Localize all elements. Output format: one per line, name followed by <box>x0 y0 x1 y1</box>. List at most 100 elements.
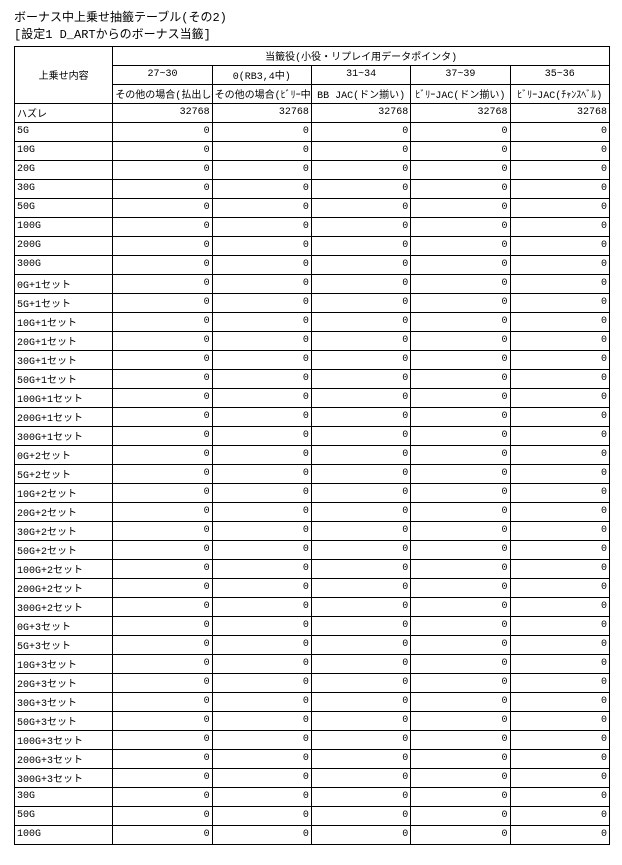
cell-value: 0 <box>510 616 609 635</box>
cell-value: 0 <box>113 597 212 616</box>
table-row: 30G+2セット00000 <box>15 521 610 540</box>
cell-value: 0 <box>212 483 311 502</box>
cell-value: 0 <box>311 825 410 844</box>
table-row: 200G+3セット00000 <box>15 749 610 768</box>
cell-value: 0 <box>510 179 609 198</box>
row-label: 30G+2セット <box>15 521 113 540</box>
cell-value: 0 <box>411 578 510 597</box>
row-label: 20G+1セット <box>15 331 113 350</box>
row-label: 20G+2セット <box>15 502 113 521</box>
page: ボーナス中上乗せ抽籤テーブル(その2) [設定1 D_ARTからのボーナス当籤]… <box>0 0 622 865</box>
cell-value: 0 <box>510 483 609 502</box>
cell-value: 0 <box>113 236 212 255</box>
cell-value: 0 <box>510 806 609 825</box>
cell-value: 0 <box>411 217 510 236</box>
row-header-label: 上乗せ内容 <box>15 46 113 103</box>
cell-value: 0 <box>510 122 609 141</box>
row-label: 200G <box>15 236 113 255</box>
cell-value: 0 <box>212 445 311 464</box>
table-row: 0G+3セット00000 <box>15 616 610 635</box>
col-group: 27~30 <box>113 65 212 84</box>
cell-value: 0 <box>212 711 311 730</box>
cell-value: 0 <box>311 236 410 255</box>
table-row: 300G+1セット00000 <box>15 426 610 445</box>
cell-value: 0 <box>113 274 212 293</box>
row-label: 20G+3セット <box>15 673 113 692</box>
row-label: 0G+1セット <box>15 274 113 293</box>
cell-value: 0 <box>311 122 410 141</box>
table-row: 30G+1セット00000 <box>15 350 610 369</box>
cell-value: 0 <box>411 540 510 559</box>
cell-value: 0 <box>311 540 410 559</box>
table-row: 100G00000 <box>15 217 610 236</box>
cell-value: 0 <box>311 597 410 616</box>
cell-value: 0 <box>113 407 212 426</box>
cell-value: 0 <box>510 312 609 331</box>
row-label: 5G+3セット <box>15 635 113 654</box>
cell-value: 0 <box>411 502 510 521</box>
cell-value: 0 <box>411 293 510 312</box>
cell-value: 0 <box>411 768 510 787</box>
col-group: 31~34 <box>311 65 410 84</box>
cell-value: 0 <box>113 521 212 540</box>
cell-value: 0 <box>113 578 212 597</box>
row-label: 0G+2セット <box>15 445 113 464</box>
page-subtitle: [設定1 D_ARTからのボーナス当籤] <box>14 27 610 44</box>
cell-value: 0 <box>113 388 212 407</box>
table-row: 10G+2セット00000 <box>15 483 610 502</box>
cell-value: 0 <box>311 274 410 293</box>
cell-value: 0 <box>510 654 609 673</box>
cell-value: 0 <box>510 825 609 844</box>
cell-value: 0 <box>411 521 510 540</box>
cell-value: 0 <box>311 179 410 198</box>
table-row: 5G+2セット00000 <box>15 464 610 483</box>
col-group: 0(RB3,4中) <box>212 65 311 84</box>
cell-value: 0 <box>113 217 212 236</box>
table-row: 50G+2セット00000 <box>15 540 610 559</box>
table-row: 20G+1セット00000 <box>15 331 610 350</box>
cell-value: 0 <box>411 806 510 825</box>
cell-value: 0 <box>113 198 212 217</box>
table-row: 10G+3セット00000 <box>15 654 610 673</box>
cell-value: 0 <box>411 369 510 388</box>
cell-value: 0 <box>113 540 212 559</box>
cell-value: 0 <box>311 445 410 464</box>
cell-value: 0 <box>411 407 510 426</box>
cell-value: 0 <box>113 464 212 483</box>
table-row: 30G00000 <box>15 787 610 806</box>
cell-value: 0 <box>311 787 410 806</box>
cell-value: 0 <box>113 141 212 160</box>
table-row: 300G00000 <box>15 255 610 274</box>
table-row: 50G+1セット00000 <box>15 369 610 388</box>
table-row: 100G+2セット00000 <box>15 559 610 578</box>
table-head: 上乗せ内容 当籤役(小役・リプレイ用データポインタ) 27~30 0(RB3,4… <box>15 46 610 103</box>
cell-value: 0 <box>411 559 510 578</box>
cell-value: 0 <box>411 635 510 654</box>
cell-value: 0 <box>113 122 212 141</box>
cell-value: 0 <box>311 464 410 483</box>
cell-value: 0 <box>113 483 212 502</box>
cell-value: 0 <box>510 730 609 749</box>
table-row: 0G+2セット00000 <box>15 445 610 464</box>
table-row: 50G00000 <box>15 806 610 825</box>
row-label: 100G+1セット <box>15 388 113 407</box>
cell-value: 0 <box>510 198 609 217</box>
cell-value: 0 <box>510 426 609 445</box>
cell-value: 0 <box>113 255 212 274</box>
row-label: 10G+2セット <box>15 483 113 502</box>
cell-value: 0 <box>411 787 510 806</box>
cell-value: 0 <box>510 331 609 350</box>
cell-value: 0 <box>113 350 212 369</box>
cell-value: 0 <box>212 350 311 369</box>
cell-value: 0 <box>113 312 212 331</box>
table-row: 200G00000 <box>15 236 610 255</box>
cell-value: 0 <box>510 350 609 369</box>
table-row: 100G00000 <box>15 825 610 844</box>
cell-value: 0 <box>411 445 510 464</box>
cell-value: 0 <box>311 711 410 730</box>
cell-value: 0 <box>311 559 410 578</box>
row-label: 50G <box>15 198 113 217</box>
table-row: 300G+2セット00000 <box>15 597 610 616</box>
cell-value: 0 <box>510 749 609 768</box>
cell-value: 0 <box>113 806 212 825</box>
